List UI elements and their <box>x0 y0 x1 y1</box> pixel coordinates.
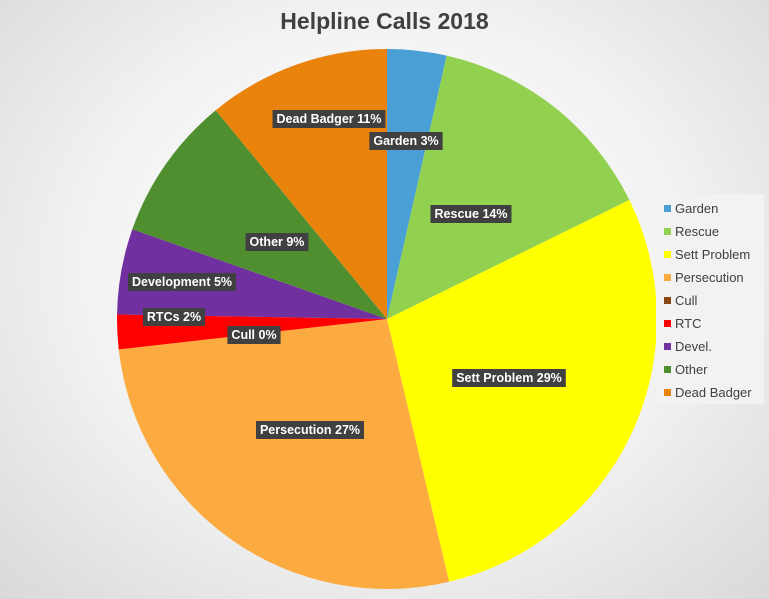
legend-swatch <box>664 389 671 396</box>
data-label-text: Garden 3% <box>373 134 438 148</box>
legend-swatch <box>664 251 671 258</box>
legend-label: Rescue <box>675 224 720 239</box>
data-label-garden: Garden 3% <box>369 132 443 150</box>
legend-label: Cull <box>675 293 698 308</box>
pie-slice-devel- <box>117 229 387 319</box>
data-label-box <box>142 308 206 326</box>
data-label-devel-: Development 5% <box>127 273 237 291</box>
data-label-box <box>452 369 566 387</box>
legend-swatch <box>664 320 671 327</box>
data-label-box <box>272 110 386 128</box>
legend-label: Dead Badger <box>675 385 752 400</box>
pie-slice-rescue <box>387 55 630 320</box>
data-label-text: Sett Problem 29% <box>456 371 562 385</box>
data-label-text: Development 5% <box>132 275 232 289</box>
legend-label: Other <box>675 362 708 377</box>
data-label-rtc: RTCs 2% <box>142 308 206 326</box>
legend-swatch <box>664 228 671 235</box>
legend-swatch <box>664 274 671 281</box>
data-label-dead-badger: Dead Badger 11% <box>272 110 386 128</box>
data-label-text: Other 9% <box>250 235 305 249</box>
legend-label: Garden <box>675 201 719 216</box>
data-label-sett-problem: Sett Problem 29% <box>452 369 566 387</box>
legend-item-sett-problem: Sett Problem <box>664 243 764 266</box>
data-label-other: Other 9% <box>245 233 309 251</box>
legend-item-cull: Cull <box>664 289 764 312</box>
data-label-text: Cull 0% <box>231 328 276 342</box>
pie-slice-other <box>132 110 387 319</box>
legend-swatch <box>664 297 671 304</box>
legend-item-persecution: Persecution <box>664 266 764 289</box>
legend-item-rtc: RTC <box>664 312 764 335</box>
chart-title: Helpline Calls 2018 <box>280 8 489 34</box>
data-label-box <box>430 205 512 223</box>
legend-item-dead-badger: Dead Badger <box>664 381 764 404</box>
data-label-box <box>127 273 237 291</box>
chart-legend: Garden Rescue Sett Problem Persecution Cull R… <box>656 194 764 404</box>
legend-item-devel-: Devel. <box>664 335 764 358</box>
legend-item-other: Other <box>664 358 764 381</box>
data-label-persecution: Persecution 27% <box>255 421 365 439</box>
data-label-text: Persecution 27% <box>260 423 360 437</box>
data-label-box <box>245 233 309 251</box>
pie-slice-garden <box>387 49 447 319</box>
data-label-text: Rescue 14% <box>435 207 508 221</box>
legend-swatch <box>664 205 671 212</box>
legend-item-rescue: Rescue <box>664 220 764 243</box>
legend-label: RTC <box>675 316 702 331</box>
pie-slice-sett-problem <box>387 199 657 582</box>
data-label-text: RTCs 2% <box>147 310 201 324</box>
data-label-box <box>227 326 281 344</box>
pie-slice-persecution <box>118 319 450 589</box>
legend-label: Sett Problem <box>675 247 751 262</box>
legend-swatch <box>664 366 671 373</box>
data-label-cull: Cull 0% <box>227 326 281 344</box>
data-label-text: Dead Badger 11% <box>277 112 382 126</box>
data-label-box <box>369 132 443 150</box>
data-label-box <box>255 421 365 439</box>
data-label-rescue: Rescue 14% <box>430 205 512 223</box>
legend-swatch <box>664 343 671 350</box>
legend-item-garden: Garden <box>664 197 764 220</box>
legend-label: Devel. <box>675 339 712 354</box>
legend-label: Persecution <box>675 270 744 285</box>
